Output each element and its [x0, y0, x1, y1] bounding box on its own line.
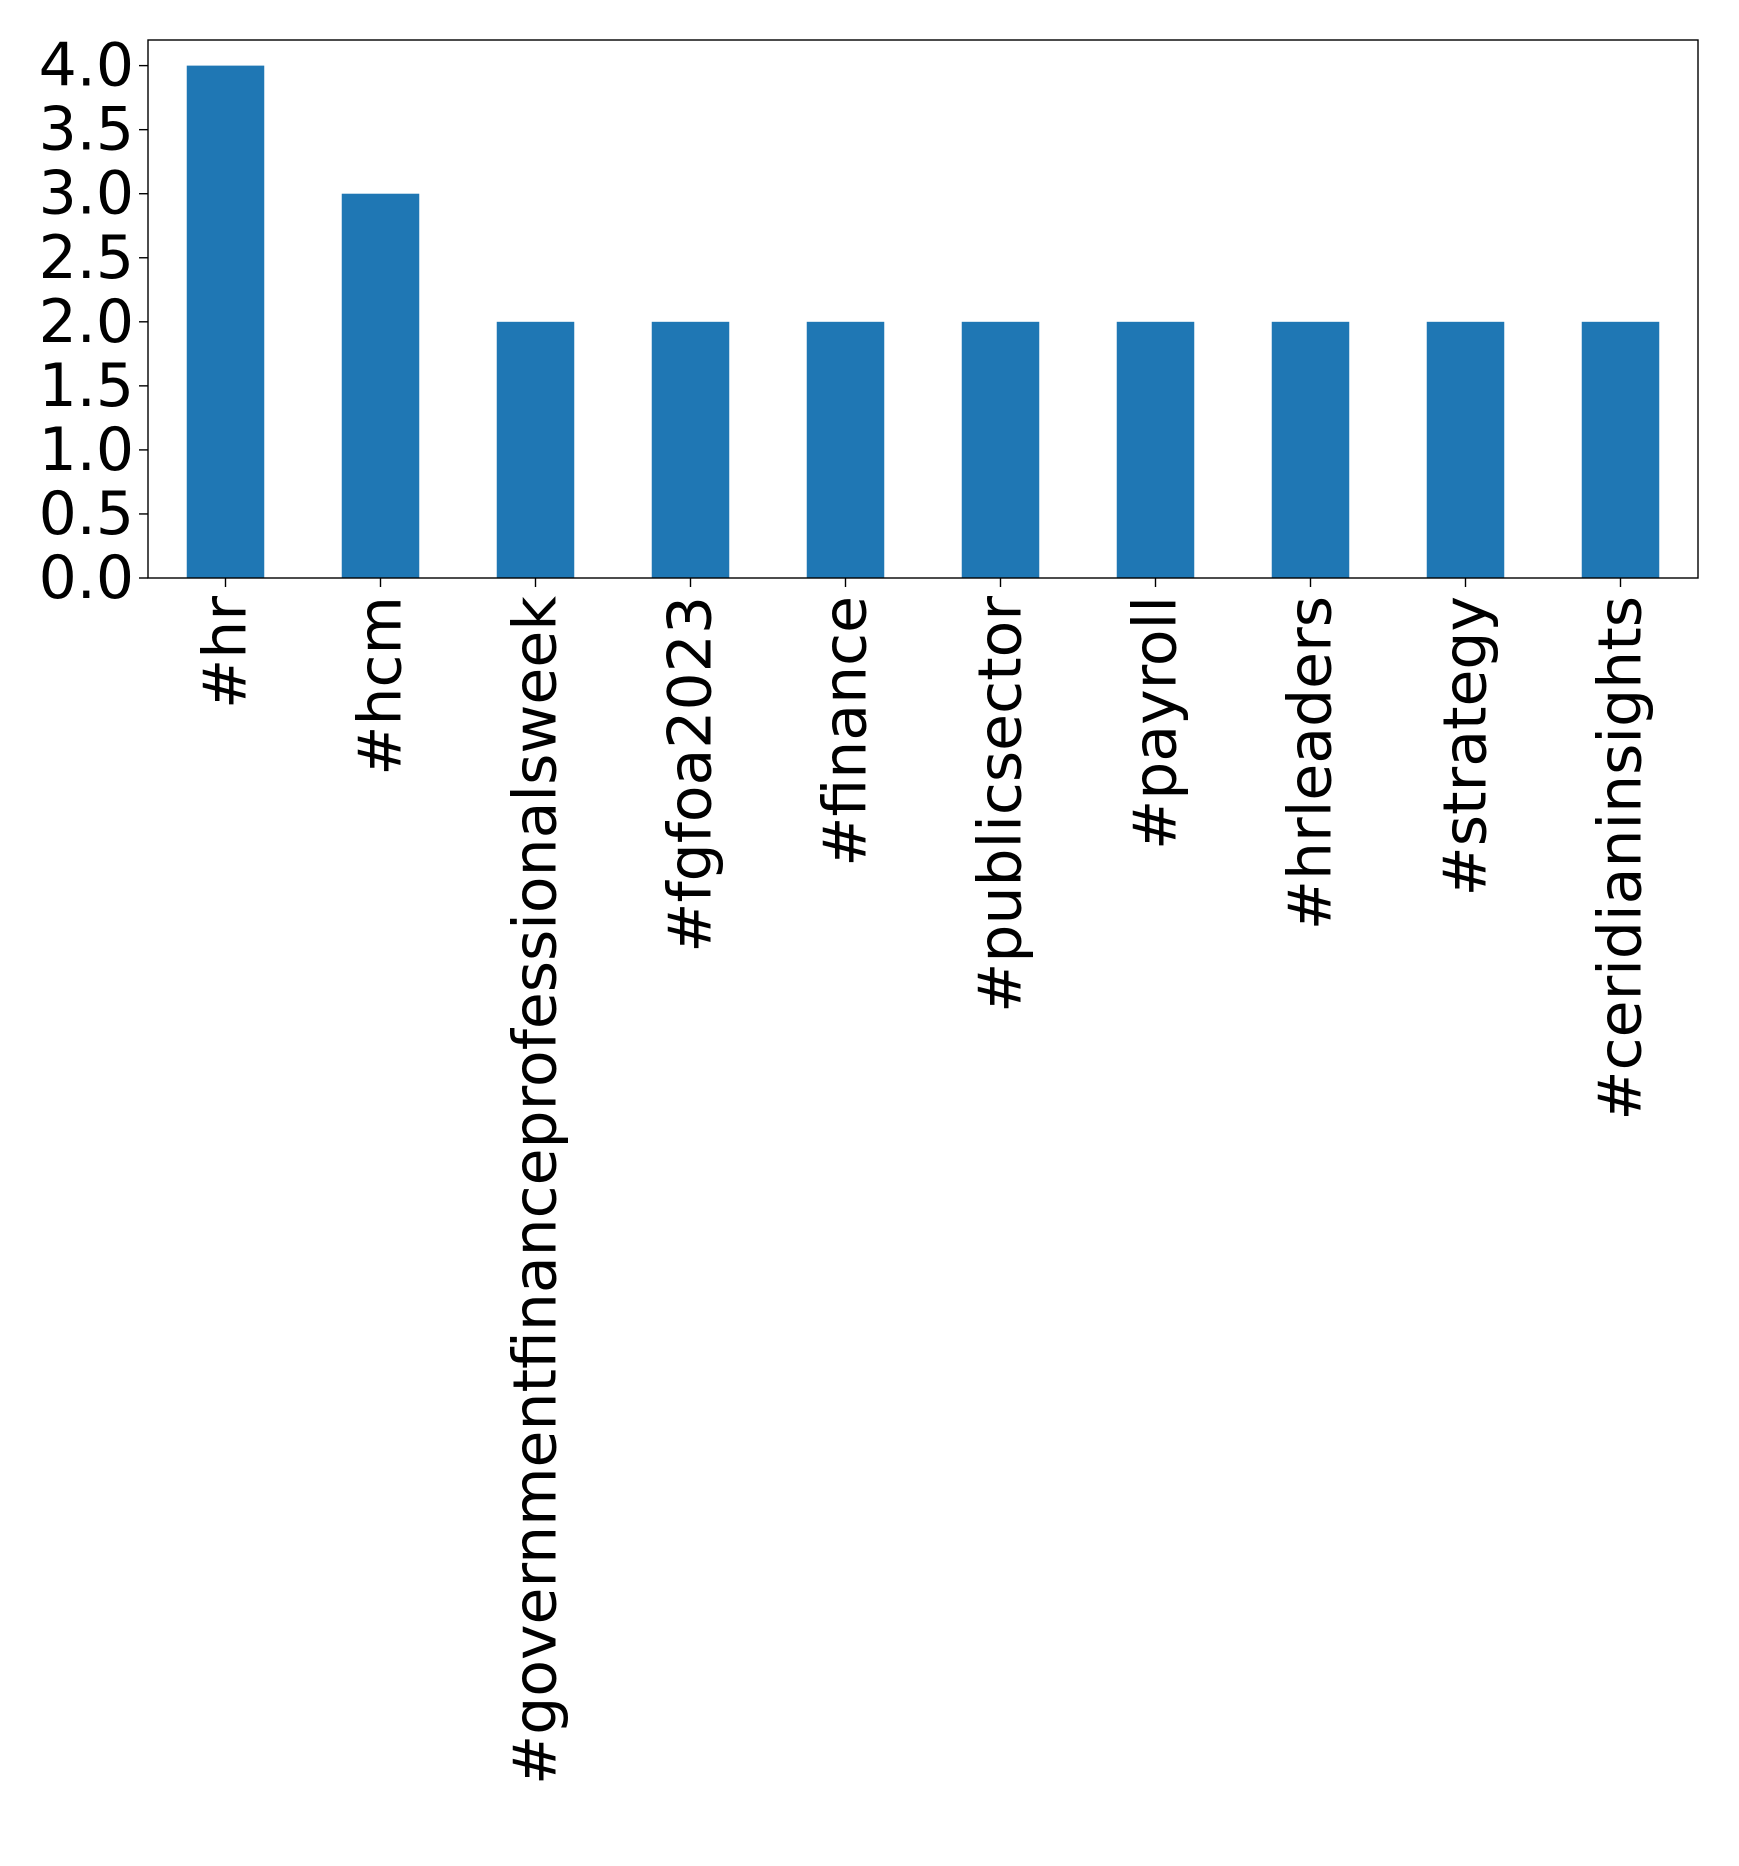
x-tick-label: #fgfoa2023 — [656, 596, 726, 953]
x-tick-label: #governmentfinanceprofessionalsweek — [501, 596, 571, 1785]
y-tick-label: 2.0 — [39, 287, 134, 357]
y-tick-label: 3.5 — [39, 95, 134, 165]
y-tick-label: 1.0 — [39, 415, 134, 485]
y-tick-label: 0.5 — [39, 479, 134, 549]
bar-fgfoa2023 — [651, 321, 730, 578]
bar-finance — [806, 321, 885, 578]
x-tick-label: #hcm — [346, 596, 416, 776]
bar-ceridianinsights — [1581, 321, 1660, 578]
bars — [186, 65, 1660, 579]
bar-payroll — [1116, 321, 1195, 578]
plot-frame — [147, 39, 1699, 579]
x-tick-label: #publicsector — [966, 596, 1036, 1013]
x-tick-label: #ceridianinsights — [1586, 596, 1656, 1121]
y-tick-label: 1.5 — [39, 351, 134, 421]
bar-strategy — [1426, 321, 1505, 578]
bar-hcm — [341, 193, 420, 578]
x-tick-label: #finance — [811, 596, 881, 867]
y-tick-label: 4.0 — [39, 31, 134, 101]
y-tick-label: 0.0 — [39, 543, 134, 613]
bar-hrleaders — [1271, 321, 1350, 578]
x-tick-label: #hr — [191, 596, 261, 709]
bar-hr — [186, 65, 265, 579]
x-tick-label: #strategy — [1431, 596, 1501, 897]
bar-governmentfinanceprofessionalsweek — [496, 321, 575, 578]
y-tick-label: 2.5 — [39, 223, 134, 293]
x-tick-label: #payroll — [1121, 596, 1191, 850]
bar-publicsector — [961, 321, 1040, 578]
x-tick-label: #hrleaders — [1276, 596, 1346, 930]
y-axis: 0.00.51.01.52.02.53.03.54.0 — [39, 31, 148, 613]
x-axis: #hr #hcm #governmentfinanceprofessionalswe… — [191, 578, 1656, 1785]
y-tick-label: 3.0 — [39, 159, 134, 229]
